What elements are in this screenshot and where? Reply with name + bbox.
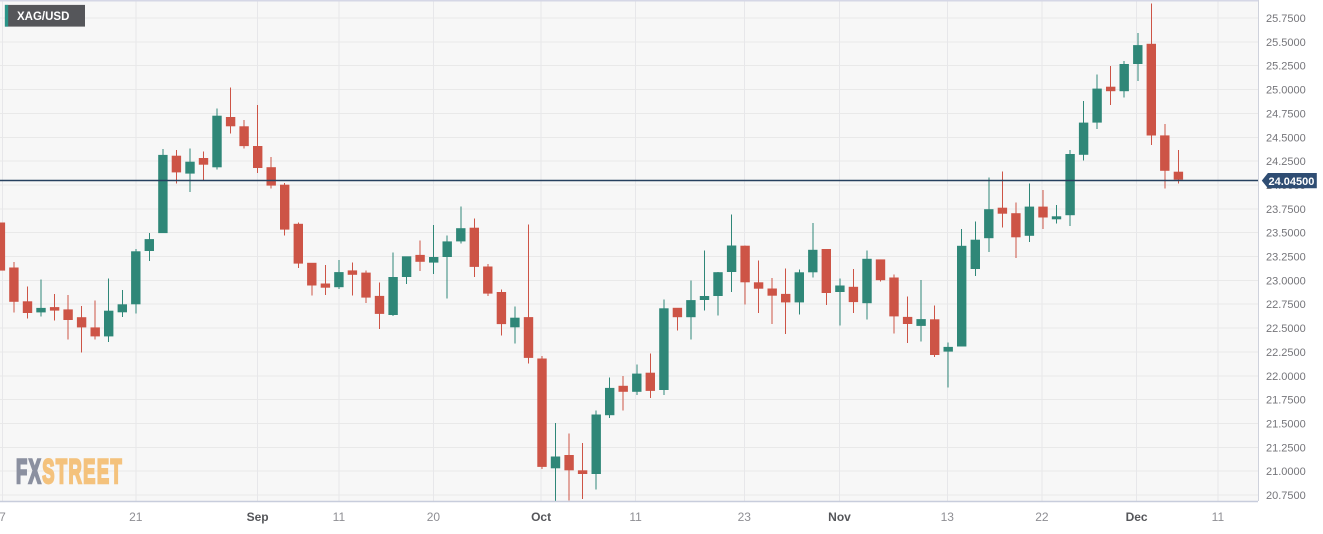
svg-text:21.7500: 21.7500	[1266, 395, 1306, 407]
svg-text:23.7500: 23.7500	[1266, 204, 1306, 216]
svg-text:23: 23	[738, 510, 752, 524]
svg-text:7: 7	[0, 510, 6, 524]
svg-text:XAG/USD: XAG/USD	[17, 11, 69, 23]
svg-text:20.7500: 20.7500	[1266, 490, 1306, 502]
svg-text:13: 13	[941, 510, 955, 524]
svg-text:25.5000: 25.5000	[1266, 37, 1306, 49]
svg-text:Nov: Nov	[828, 510, 851, 524]
svg-text:11: 11	[333, 510, 346, 524]
svg-text:Oct: Oct	[531, 510, 551, 524]
svg-text:22.0000: 22.0000	[1266, 371, 1306, 383]
svg-text:23.0000: 23.0000	[1266, 275, 1306, 287]
svg-text:Sep: Sep	[247, 510, 269, 524]
svg-text:21.5000: 21.5000	[1266, 418, 1306, 430]
svg-text:24.5000: 24.5000	[1266, 132, 1306, 144]
svg-text:21.2500: 21.2500	[1266, 442, 1306, 454]
svg-text:23.2500: 23.2500	[1266, 252, 1306, 264]
svg-text:11: 11	[629, 510, 642, 524]
svg-text:25.0000: 25.0000	[1266, 85, 1306, 97]
svg-text:23.5000: 23.5000	[1266, 228, 1306, 240]
svg-text:22: 22	[1035, 510, 1049, 524]
svg-text:25.2500: 25.2500	[1266, 61, 1306, 73]
svg-text:21: 21	[129, 510, 143, 524]
svg-text:22.2500: 22.2500	[1266, 347, 1306, 359]
svg-text:FXSTREET: FXSTREET	[16, 452, 123, 491]
svg-text:25.7500: 25.7500	[1266, 13, 1306, 25]
svg-text:24.7500: 24.7500	[1266, 108, 1306, 120]
svg-text:Dec: Dec	[1126, 510, 1148, 524]
svg-text:24.04500: 24.04500	[1269, 176, 1315, 188]
svg-text:11: 11	[1212, 510, 1225, 524]
svg-text:22.5000: 22.5000	[1266, 323, 1306, 335]
svg-text:24.2500: 24.2500	[1266, 156, 1306, 168]
svg-text:20: 20	[427, 510, 441, 524]
svg-text:22.7500: 22.7500	[1266, 299, 1306, 311]
svg-text:21.0000: 21.0000	[1266, 466, 1306, 478]
